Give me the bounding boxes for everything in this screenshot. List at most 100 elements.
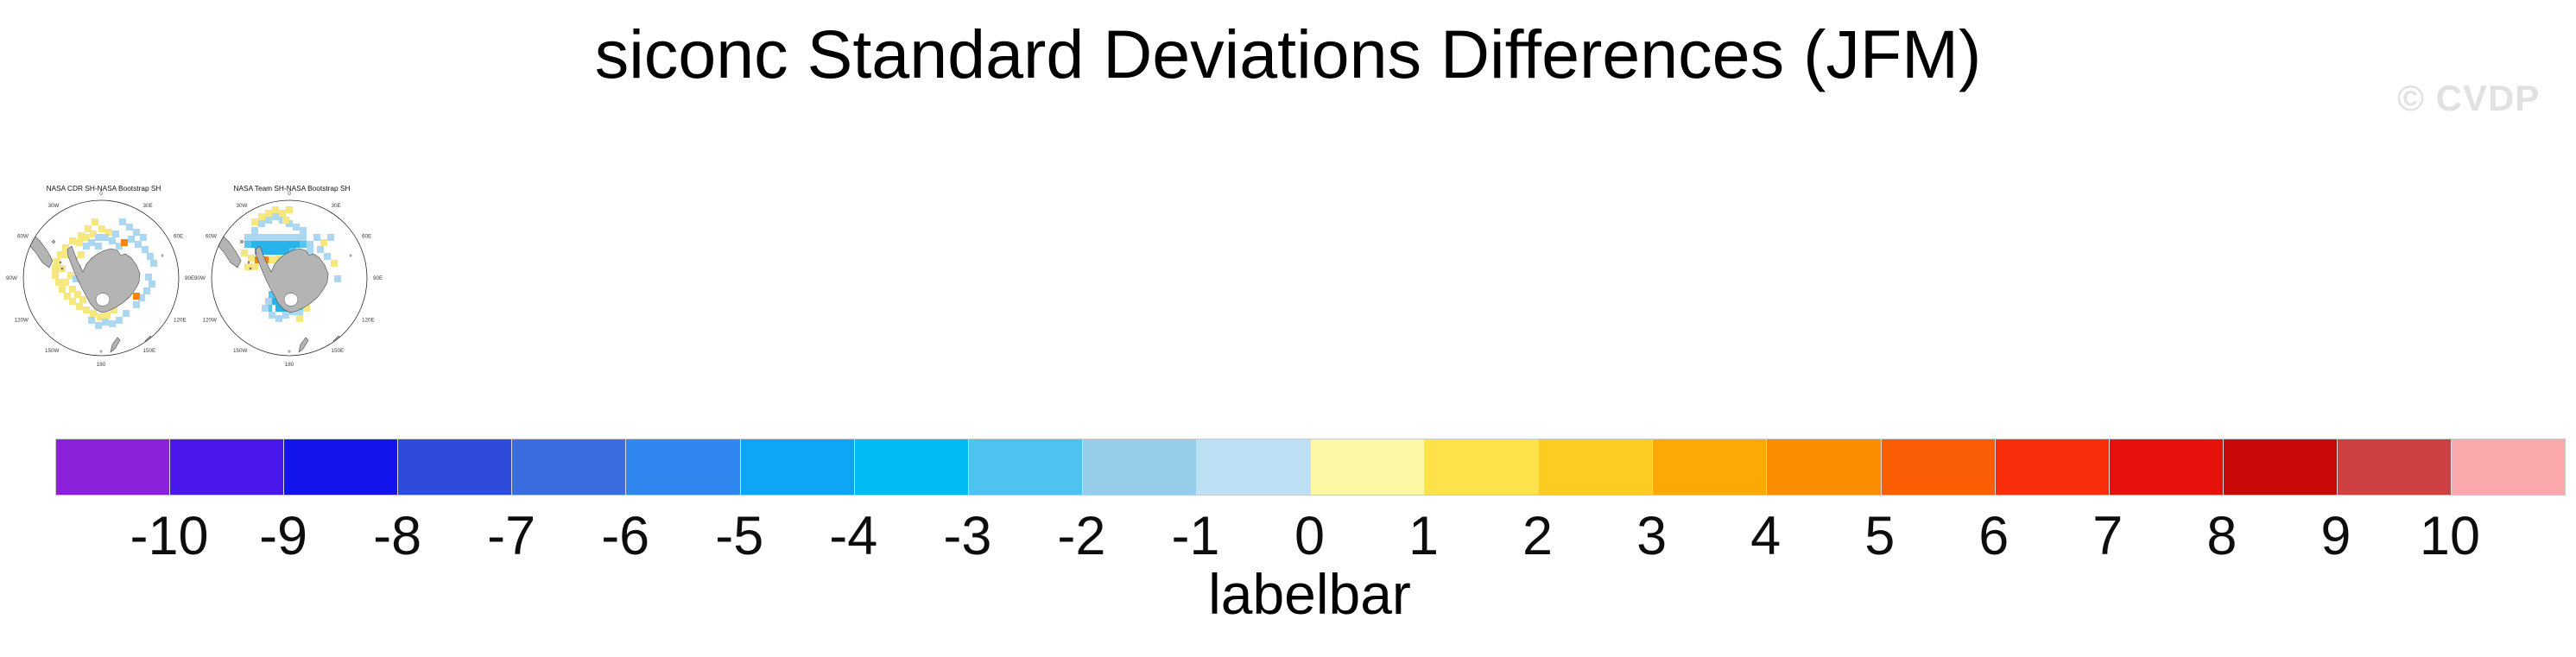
diff-patch bbox=[293, 234, 300, 241]
diff-patch bbox=[262, 248, 269, 255]
diff-patch bbox=[54, 258, 60, 265]
diff-patch bbox=[140, 234, 147, 241]
colorbar-cell bbox=[56, 439, 171, 495]
grid-mark bbox=[288, 350, 291, 353]
diff-patch bbox=[69, 298, 76, 305]
meridian-label: 120E bbox=[362, 318, 375, 324]
colorbar-cell bbox=[1653, 439, 1768, 495]
diff-patch bbox=[269, 312, 275, 319]
diff-patch bbox=[258, 220, 265, 227]
meridian-label: 90W bbox=[194, 275, 206, 281]
diff-patch bbox=[74, 291, 81, 298]
diff-patch bbox=[83, 306, 90, 313]
colorbar-title: labelbar bbox=[1208, 562, 1411, 626]
colorbar-tick-label: 6 bbox=[1978, 506, 2010, 566]
colorbar-cell bbox=[2451, 439, 2566, 495]
meridian-label: 60E bbox=[362, 234, 371, 240]
small-island bbox=[110, 337, 121, 353]
figure-title: siconc Standard Deviations Differences (… bbox=[594, 16, 1982, 92]
colorbar-tick-label: -3 bbox=[943, 506, 992, 566]
diff-patch bbox=[105, 229, 112, 236]
small-island bbox=[52, 240, 55, 243]
diff-patch bbox=[102, 319, 109, 325]
south-america-tip bbox=[215, 234, 242, 268]
colorbar-cell bbox=[1767, 439, 1882, 495]
colorbar-cell bbox=[398, 439, 513, 495]
meridian-label: 60W bbox=[206, 234, 217, 240]
diff-patch bbox=[272, 213, 279, 220]
diff-patch bbox=[272, 206, 279, 213]
diff-patch bbox=[119, 218, 126, 225]
meridian-label: 30E bbox=[143, 203, 153, 209]
diff-patch bbox=[265, 217, 272, 224]
diff-patch bbox=[133, 293, 140, 300]
meridian-label: 120E bbox=[174, 318, 187, 324]
diff-patch bbox=[109, 237, 116, 244]
diff-patch bbox=[331, 260, 338, 267]
diff-patch bbox=[116, 243, 123, 250]
diff-patch bbox=[286, 206, 293, 213]
diff-patch bbox=[317, 246, 324, 253]
diff-patch bbox=[92, 218, 98, 225]
diff-patch bbox=[275, 305, 282, 312]
diff-patch bbox=[78, 232, 85, 239]
diff-patch bbox=[327, 234, 334, 241]
colorbar-tick-label: -5 bbox=[715, 506, 764, 566]
diff-patch bbox=[62, 279, 69, 286]
meridian-label: 30W bbox=[48, 203, 60, 209]
diff-patch bbox=[69, 237, 76, 244]
meridian-label: 180 bbox=[97, 362, 106, 368]
diff-patch bbox=[64, 293, 71, 300]
diff-patch bbox=[300, 241, 307, 248]
diff-patch bbox=[85, 225, 92, 232]
diff-patch bbox=[135, 241, 142, 248]
meridian-label: 60W bbox=[17, 234, 28, 240]
colorbar-tick-label: 9 bbox=[2320, 506, 2351, 566]
diff-patch bbox=[90, 310, 97, 317]
diff-patch bbox=[279, 241, 286, 248]
diff-patch bbox=[67, 272, 74, 279]
diff-patch bbox=[282, 312, 289, 319]
diff-patch bbox=[150, 260, 157, 267]
diff-patch bbox=[76, 303, 83, 310]
diff-patch bbox=[104, 312, 111, 319]
colorbar-cell bbox=[2109, 439, 2224, 495]
meridian-label: 30W bbox=[237, 203, 248, 209]
small-island bbox=[247, 261, 250, 264]
meridian-label: 90E bbox=[373, 275, 383, 281]
colorbar-tick-label: 8 bbox=[2206, 506, 2237, 566]
colorbar-tick-label: -7 bbox=[487, 506, 536, 566]
meridian-label: 120W bbox=[203, 318, 218, 324]
map-content bbox=[215, 206, 352, 353]
colorbar-cell bbox=[2337, 439, 2452, 495]
small-island bbox=[59, 261, 62, 264]
diff-patch bbox=[258, 213, 265, 220]
colorbar-cell bbox=[512, 439, 627, 495]
diff-patch bbox=[265, 241, 272, 248]
colorbar-tick-label: 7 bbox=[2092, 506, 2123, 566]
diff-patch bbox=[97, 313, 104, 320]
diff-patch bbox=[296, 310, 303, 317]
colorbar-cell bbox=[2223, 439, 2338, 495]
diff-patch bbox=[313, 234, 320, 241]
small-island bbox=[60, 267, 64, 270]
meridian-label: 30E bbox=[332, 203, 341, 209]
diff-patch bbox=[258, 241, 265, 248]
diff-patch bbox=[269, 256, 275, 263]
diff-patch bbox=[286, 241, 293, 248]
diff-patch bbox=[57, 251, 64, 258]
map-panel: NASA Team SH-NASA Bootstrap SH0 30E 60E 90E… bbox=[194, 184, 383, 368]
diff-patch bbox=[275, 255, 282, 262]
diff-patch bbox=[279, 234, 286, 241]
diff-patch bbox=[76, 239, 83, 246]
diff-patch bbox=[272, 298, 279, 305]
diff-patch bbox=[258, 234, 265, 241]
colorbar-cell bbox=[854, 439, 969, 495]
panel-title: NASA Team SH-NASA Bootstrap SH bbox=[234, 184, 351, 193]
ross-ice-shelf-hole bbox=[283, 293, 299, 306]
diff-patch bbox=[88, 317, 95, 324]
cvdp-watermark: © CVDP bbox=[2397, 78, 2541, 118]
meridian-label: 90E bbox=[185, 275, 194, 281]
colorbar-tick-label: -10 bbox=[130, 506, 209, 566]
diff-patch bbox=[265, 298, 272, 305]
